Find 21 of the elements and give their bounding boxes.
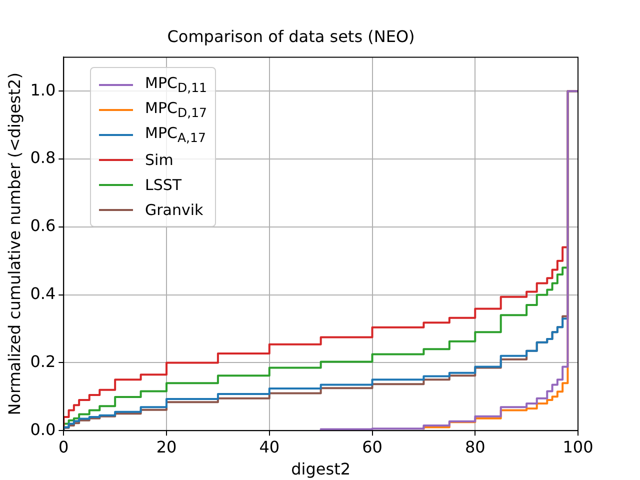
y-tick-label: 0.8 — [30, 148, 56, 168]
x-axis-title: digest2 — [291, 460, 351, 479]
legend-label: MPC$_{A,17}$ — [145, 124, 206, 145]
y-tick-label: 0.4 — [30, 284, 56, 303]
legend-label: MPC$_{D,17}$ — [145, 99, 207, 120]
x-tick-label: 20 — [156, 437, 177, 456]
x-tick-label: 80 — [464, 437, 486, 456]
y-axis-title: Normalized cumulative number (<digest2) — [4, 72, 24, 416]
legend-label: MPC$_{D,11}$ — [145, 74, 207, 95]
y-tick-label: 0.6 — [30, 216, 56, 236]
chart-title: Comparison of data sets (NEO) — [167, 26, 415, 46]
y-tick-label: 0.0 — [30, 420, 56, 439]
y-tick-label: 0.2 — [30, 352, 56, 371]
legend-label: Sim — [145, 150, 174, 168]
legend-label: Granvik — [145, 200, 204, 218]
legend-label: LSST — [145, 176, 182, 194]
y-tick-label: 1.0 — [30, 80, 56, 100]
x-tick-label: 40 — [259, 437, 280, 456]
x-tick-label: 0 — [58, 437, 69, 456]
x-tick-label: 60 — [362, 437, 382, 456]
x-tick-label: 100 — [562, 437, 594, 456]
